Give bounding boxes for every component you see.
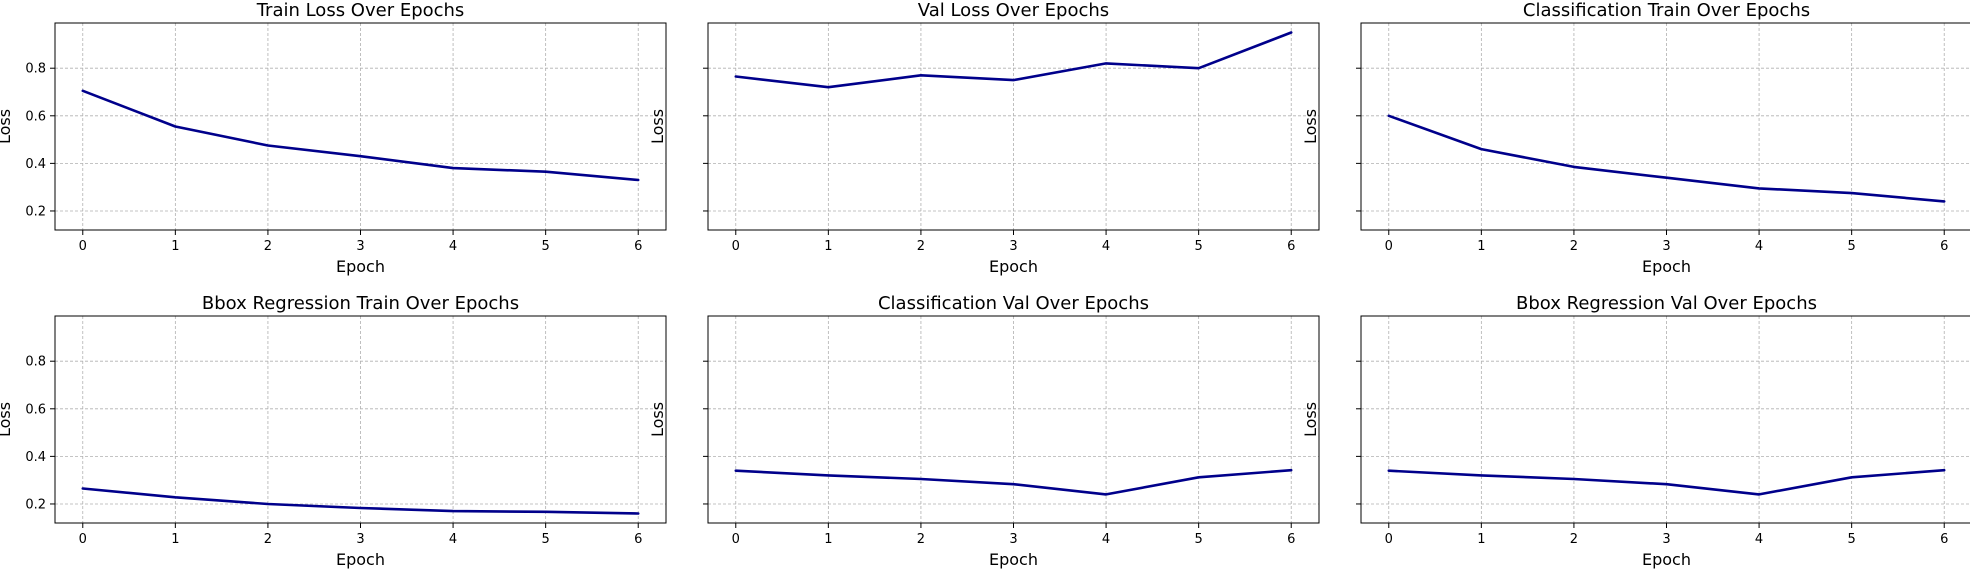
x-tick-label: 6 [634, 239, 642, 254]
chart-panel-6: 0 1 2 3 4 5 6 Bbox Regression Val Over Epochs Ep… [1301, 293, 1970, 569]
x-tick-label: 0 [732, 532, 740, 547]
series-line-1 [734, 31, 1293, 89]
plot-frame [54, 315, 667, 524]
series-line-1 [734, 468, 1293, 496]
x-tick-label: 4 [1102, 532, 1110, 547]
chart-title: Classification Train Over Epochs [1523, 0, 1810, 21]
x-tick-label: 4 [449, 239, 457, 254]
x-tick-label: 3 [1009, 532, 1017, 547]
x-tick-label: 2 [917, 532, 925, 547]
y-axis-label: Loss [0, 402, 14, 437]
x-axis-label: Epoch [336, 550, 385, 569]
y-tick-label: 0.8 [25, 355, 46, 370]
chart-panel-4: 0 1 2 3 4 5 6 0.2 0.4 0.6 0.8 Bbox Regression Train… [0, 293, 667, 569]
y-axis-label: Loss [0, 109, 14, 144]
x-tick-label: 0 [79, 532, 87, 547]
x-tick-label: 2 [1570, 239, 1578, 254]
x-axis-label: Epoch [1642, 550, 1691, 569]
x-tick-label: 1 [171, 532, 179, 547]
plot-frame [1360, 315, 1970, 524]
x-tick-label: 1 [824, 239, 832, 254]
chart-title: Val Loss Over Epochs [918, 0, 1109, 21]
y-tick-label: 0.2 [25, 497, 46, 512]
chart-panel-5: 0 1 2 3 4 5 6 Classification Val Over Epochs Epo… [648, 293, 1320, 569]
x-tick-label: 4 [1102, 239, 1110, 254]
x-tick-label: 2 [1570, 532, 1578, 547]
x-tick-label: 5 [542, 239, 550, 254]
x-tick-label: 2 [917, 239, 925, 254]
x-tick-label: 1 [1477, 532, 1485, 547]
y-tick-label: 0.4 [25, 157, 46, 172]
x-tick-label: 3 [1662, 532, 1670, 547]
x-tick-label: 5 [542, 532, 550, 547]
x-axis-label: Epoch [989, 550, 1038, 569]
x-tick-label: 0 [1385, 239, 1393, 254]
x-tick-label: 4 [449, 532, 457, 547]
chart-panel-2: 0 1 2 3 4 5 6 Val Loss Over Epochs Epoch Loss [648, 0, 1320, 276]
chart-title: Bbox Regression Val Over Epochs [1516, 293, 1817, 314]
plot-frame [54, 22, 667, 231]
x-axis-label: Epoch [336, 257, 385, 276]
x-tick-label: 6 [1940, 532, 1948, 547]
y-axis-label: Loss [648, 109, 667, 144]
x-tick-label: 0 [79, 239, 87, 254]
x-tick-label: 4 [1755, 532, 1763, 547]
plot-frame [707, 315, 1320, 524]
series-line-1 [81, 487, 640, 515]
x-tick-label: 6 [634, 532, 642, 547]
x-axis-label: Epoch [989, 257, 1038, 276]
y-tick-label: 0.6 [25, 402, 46, 417]
x-tick-label: 6 [1287, 532, 1295, 547]
x-tick-label: 6 [1940, 239, 1948, 254]
x-tick-label: 3 [356, 239, 364, 254]
plot-frame [707, 22, 1320, 231]
x-tick-label: 4 [1755, 239, 1763, 254]
plot-frame [1360, 22, 1970, 231]
x-tick-label: 5 [1848, 239, 1856, 254]
y-tick-label: 0.4 [25, 450, 46, 465]
x-tick-label: 2 [264, 239, 272, 254]
series-line-1 [1387, 468, 1946, 496]
y-axis-label: Loss [1301, 109, 1320, 144]
y-axis-label: Loss [648, 402, 667, 437]
chart-title: Bbox Regression Train Over Epochs [202, 293, 519, 314]
chart-panel-1: 0 1 2 3 4 5 6 0.2 0.4 0.6 0.8 Train Loss Over Epoch… [0, 0, 667, 276]
chart-panel-3: 0 1 2 3 4 5 6 Classification Train Over Epochs E… [1301, 0, 1970, 276]
y-tick-label: 0.2 [25, 204, 46, 219]
x-tick-label: 1 [1477, 239, 1485, 254]
x-tick-label: 5 [1195, 532, 1203, 547]
x-tick-label: 1 [824, 532, 832, 547]
x-tick-label: 0 [1385, 532, 1393, 547]
x-axis-label: Epoch [1642, 257, 1691, 276]
series-line-1 [81, 89, 640, 182]
series-line-1 [1387, 114, 1946, 203]
y-tick-label: 0.6 [25, 109, 46, 124]
x-tick-label: 6 [1287, 239, 1295, 254]
x-tick-label: 2 [264, 532, 272, 547]
x-tick-label: 3 [1662, 239, 1670, 254]
chart-title: Train Loss Over Epochs [256, 0, 465, 21]
chart-title: Classification Val Over Epochs [878, 293, 1149, 314]
y-tick-label: 0.8 [25, 62, 46, 77]
x-tick-label: 0 [732, 239, 740, 254]
y-axis-label: Loss [1301, 402, 1320, 437]
x-tick-label: 5 [1195, 239, 1203, 254]
x-tick-label: 1 [171, 239, 179, 254]
x-tick-label: 5 [1848, 532, 1856, 547]
x-tick-label: 3 [356, 532, 364, 547]
x-tick-label: 3 [1009, 239, 1017, 254]
